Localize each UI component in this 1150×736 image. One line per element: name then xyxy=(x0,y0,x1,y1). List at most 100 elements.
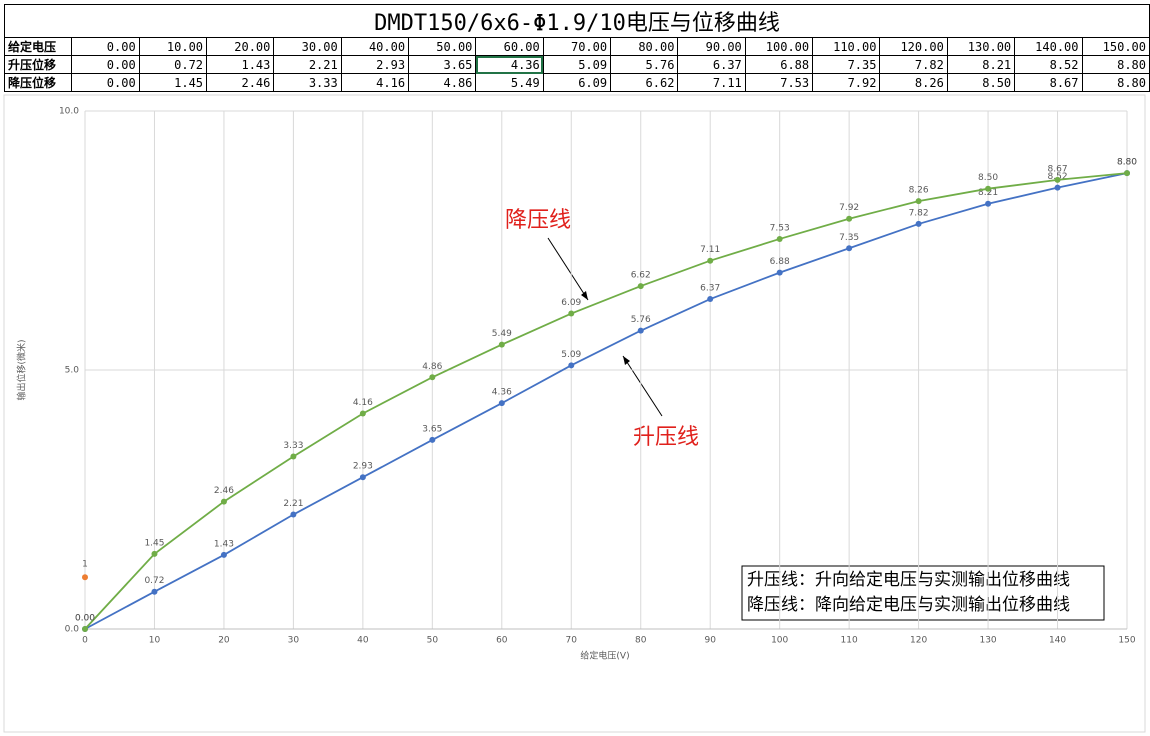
cell: 90.00 xyxy=(677,37,746,56)
cell: 0.72 xyxy=(138,55,208,74)
data-point xyxy=(82,574,88,581)
x-tick-label: 40 xyxy=(357,636,369,646)
data-label: 1 xyxy=(82,560,88,570)
data-label: 0.00 xyxy=(75,614,95,624)
x-tick-label: 10 xyxy=(149,636,161,646)
cell: 3.33 xyxy=(273,73,342,92)
data-label: 4.36 xyxy=(492,388,512,398)
title-row: DMDT150/6x6-Φ1.9/10电压与位移曲线 xyxy=(4,4,1150,38)
data-point xyxy=(568,362,575,369)
data-point xyxy=(637,327,644,334)
y-axis-label: 输出位移(微米) xyxy=(16,339,28,400)
data-label: 2.21 xyxy=(283,499,303,509)
data-point xyxy=(1124,170,1130,177)
cell: 3.65 xyxy=(408,55,477,74)
data-label: 7.92 xyxy=(839,203,859,213)
data-label: 7.82 xyxy=(909,208,929,218)
arrowhead xyxy=(581,291,588,300)
x-tick-label: 50 xyxy=(427,636,439,646)
data-point xyxy=(220,498,227,505)
cell: 130.00 xyxy=(946,37,1016,56)
data-point xyxy=(707,296,714,303)
data-label: 6.37 xyxy=(700,284,720,294)
arrow xyxy=(547,237,589,301)
data-point xyxy=(82,626,88,632)
x-axis-label: 给定电压(V) xyxy=(580,650,629,662)
data-point xyxy=(220,551,227,558)
data-point xyxy=(498,400,505,407)
x-tick-label: 70 xyxy=(566,636,578,646)
data-point xyxy=(498,341,505,348)
data-point xyxy=(429,374,436,381)
data-label: 6.88 xyxy=(770,257,790,267)
chart-border xyxy=(3,94,1146,733)
cell: 5.49 xyxy=(475,73,544,92)
data-label: 7.35 xyxy=(839,233,859,243)
data-point xyxy=(846,245,853,252)
cell: 8.67 xyxy=(1014,73,1083,92)
data-label: 7.53 xyxy=(770,223,790,233)
data-point xyxy=(290,511,297,518)
x-tick-label: 140 xyxy=(1049,636,1066,646)
cell: 6.37 xyxy=(677,55,746,74)
data-label: 0.72 xyxy=(144,576,164,586)
data-point xyxy=(985,200,992,207)
data-label: 5.09 xyxy=(561,350,581,360)
data-label: 1.45 xyxy=(144,538,164,548)
cell: 6.62 xyxy=(610,73,679,92)
data-label: 8.21 xyxy=(978,188,998,198)
data-point xyxy=(637,283,644,290)
cell: 8.80 xyxy=(1081,73,1150,92)
row-label: 降压位移 xyxy=(3,73,73,92)
data-point xyxy=(568,310,575,317)
annotation: 升压线 xyxy=(633,425,699,450)
data-point xyxy=(915,220,922,227)
data-label: 8.80 xyxy=(1117,158,1137,168)
table-row: 给定电压 0.00 10.00 20.00 30.00 40.00 50.00 60.00 70… xyxy=(3,37,1150,56)
cell: 7.53 xyxy=(744,73,814,92)
cell: 7.82 xyxy=(879,55,948,74)
table-row: 升压位移 0.00 0.72 1.43 2.21 2.93 3.65 4.36 5.09 5.76… xyxy=(3,55,1150,74)
data-point xyxy=(1054,176,1061,183)
data-point xyxy=(846,215,853,222)
data-point xyxy=(776,235,783,242)
data-label: 8.80 xyxy=(1117,158,1137,168)
data-label: 4.16 xyxy=(353,398,373,408)
cell: 40.00 xyxy=(340,37,410,56)
table-row: 降压位移 0.00 1.45 2.46 3.33 4.16 4.86 5.49 6.09 6.62… xyxy=(3,73,1150,92)
x-tick-label: 20 xyxy=(218,636,230,646)
data-point xyxy=(429,436,436,443)
data-point xyxy=(359,410,366,417)
data-label: 8.50 xyxy=(978,173,998,183)
data-label: 3.33 xyxy=(283,441,303,451)
note-line: 降压线：降向给定电压与实测输出位移曲线 xyxy=(747,595,1070,615)
data-label: 0.00 xyxy=(75,614,95,624)
x-tick-label: 60 xyxy=(496,636,508,646)
table-title: DMDT150/6x6-Φ1.9/10电压与位移曲线 xyxy=(4,4,1150,38)
data-label: 5.49 xyxy=(492,329,512,339)
data-point xyxy=(290,453,297,460)
x-tick-label: 120 xyxy=(910,636,927,646)
cell: 2.46 xyxy=(206,73,275,92)
data-label: 7.11 xyxy=(700,245,720,255)
x-tick-label: 130 xyxy=(979,636,996,646)
data-point xyxy=(985,185,992,192)
data-label: 8.26 xyxy=(909,186,929,196)
data-point xyxy=(707,257,714,264)
x-tick-label: 100 xyxy=(771,636,788,646)
data-label: 8.67 xyxy=(1048,164,1068,174)
cell: 120.00 xyxy=(879,37,948,56)
cell: 80.00 xyxy=(610,37,679,56)
annotation: 降压线 xyxy=(505,208,571,233)
cell: 8.26 xyxy=(879,73,948,92)
x-tick-label: 30 xyxy=(288,636,300,646)
cell: 70.00 xyxy=(542,37,612,56)
series-line xyxy=(84,172,1128,630)
data-point xyxy=(151,550,158,557)
cell: 6.88 xyxy=(744,55,814,74)
cell: 1.45 xyxy=(138,73,208,92)
cell: 7.11 xyxy=(677,73,746,92)
note-line: 升压线：升向给定电压与实测输出位移曲线 xyxy=(747,570,1070,590)
